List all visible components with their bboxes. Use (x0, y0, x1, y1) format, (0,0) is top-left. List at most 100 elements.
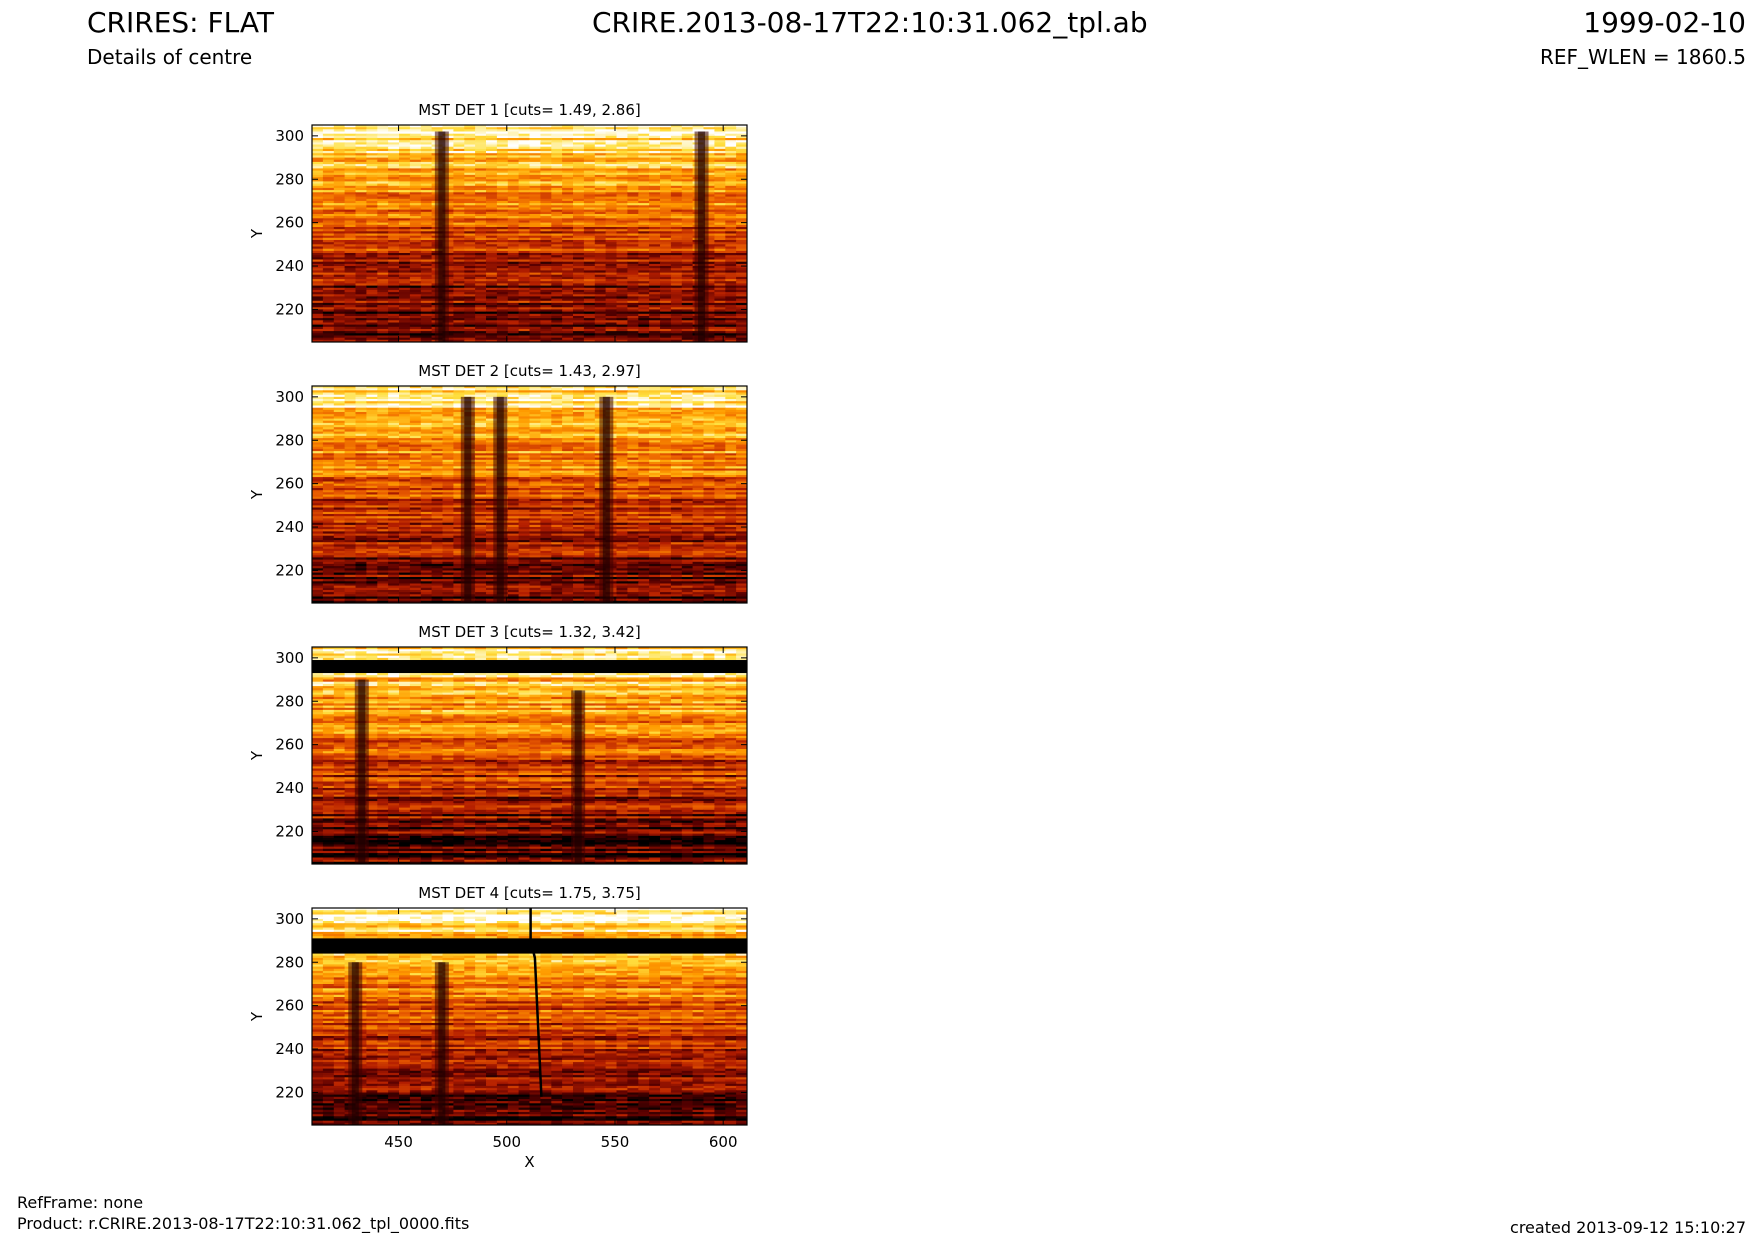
heatmap-cell (562, 298, 574, 302)
heatmap-cell (377, 289, 389, 293)
heatmap-cell (638, 281, 650, 284)
heatmap-cell (507, 292, 520, 295)
heatmap-cell (486, 244, 498, 248)
heatmap-cell (714, 179, 726, 183)
heatmap-cell (714, 174, 726, 178)
heatmap-cell (616, 259, 628, 263)
heatmap-cell (649, 177, 661, 180)
heatmap-cell (312, 318, 324, 321)
heatmap-cell (627, 412, 639, 415)
heatmap-cell (594, 209, 607, 213)
heatmap-cell (399, 276, 411, 280)
heatmap-cell (583, 144, 596, 148)
y-tick-label: 300 (275, 127, 304, 145)
heatmap-cell (409, 279, 422, 282)
heatmap-cell (518, 333, 531, 337)
heatmap-cell (551, 270, 563, 274)
heatmap-cell (605, 337, 618, 341)
heatmap-cell (638, 214, 650, 217)
heatmap-cell (714, 138, 726, 141)
heatmap-cell (507, 144, 520, 148)
heatmap-cell (627, 287, 639, 291)
heatmap-cell (507, 431, 520, 435)
heatmap-cell (377, 294, 389, 298)
heatmap-cell (594, 198, 607, 202)
heatmap-cell (725, 253, 737, 256)
heatmap-cell (453, 394, 465, 398)
heatmap-cell (540, 235, 552, 239)
heatmap-cell (594, 298, 607, 302)
heatmap-cell (583, 190, 596, 193)
heatmap-cell (486, 324, 498, 328)
heatmap-cell (681, 390, 694, 394)
heatmap-cell (420, 300, 433, 304)
heatmap-cell (660, 313, 672, 317)
heatmap-cell (355, 196, 367, 200)
heatmap-cell (638, 153, 650, 156)
heatmap-cell (507, 320, 520, 324)
heatmap-cell (660, 324, 672, 328)
heatmap-cell (670, 190, 683, 193)
heatmap-cell (670, 179, 683, 183)
heatmap-cell (355, 263, 367, 267)
heatmap-cell (475, 194, 487, 198)
heatmap-cell (518, 313, 531, 317)
heatmap-cell (627, 229, 639, 232)
heatmap-cell (529, 268, 541, 271)
heatmap-cell (464, 244, 476, 248)
heatmap-cell (703, 266, 715, 269)
heatmap-cell (736, 246, 747, 250)
heatmap-cell (486, 159, 498, 163)
heatmap-cell (453, 259, 465, 263)
heatmap-cell (573, 194, 585, 198)
heatmap-cell (573, 181, 585, 185)
heatmap-cell (333, 279, 346, 282)
heatmap-cell (409, 166, 422, 169)
heatmap-cell (518, 266, 531, 269)
heatmap-cell (714, 194, 726, 198)
heatmap-cell (670, 270, 683, 274)
heatmap-cell (573, 192, 585, 196)
heatmap-cell (714, 229, 726, 232)
heatmap-cell (670, 412, 683, 415)
heatmap-cell (540, 148, 552, 152)
heatmap-cell (344, 214, 357, 217)
heatmap-cell (399, 198, 411, 202)
heatmap-cell (399, 316, 411, 319)
heatmap-cell (670, 240, 683, 243)
heatmap-cell (399, 190, 411, 193)
heatmap-cell (377, 237, 389, 241)
heatmap-cell (388, 324, 400, 328)
heatmap-cell (333, 257, 346, 261)
heatmap-cell (442, 433, 454, 437)
heatmap-cell (540, 140, 552, 143)
heatmap-cell (649, 248, 661, 252)
heatmap-cell (409, 386, 422, 389)
heatmap-cell (583, 248, 596, 252)
heatmap-cell (518, 179, 531, 183)
heatmap-cell (409, 388, 422, 391)
heatmap-cell (714, 435, 726, 439)
heatmap-cell (583, 235, 596, 239)
heatmap-cell (725, 285, 737, 289)
heatmap-cell (703, 300, 715, 304)
heatmap-cell (496, 261, 509, 265)
heatmap-cell (322, 316, 335, 319)
heatmap-cell (486, 412, 498, 415)
heatmap-cell (507, 401, 520, 404)
heatmap-cell (518, 181, 531, 185)
heatmap-cell (420, 185, 433, 189)
heatmap-cell (409, 131, 422, 135)
heatmap-cell (431, 425, 444, 428)
heatmap-cell (409, 270, 422, 274)
heatmap-cell (322, 172, 335, 176)
heatmap-cell (660, 207, 672, 211)
heatmap-cell (399, 177, 411, 180)
heatmap-cell (649, 153, 661, 156)
heatmap-cell (627, 250, 639, 254)
heatmap-cell (529, 253, 541, 256)
heatmap-cell (681, 435, 694, 439)
heatmap-cell (714, 412, 726, 415)
heatmap-cell (529, 161, 541, 165)
heatmap-cell (366, 274, 378, 278)
